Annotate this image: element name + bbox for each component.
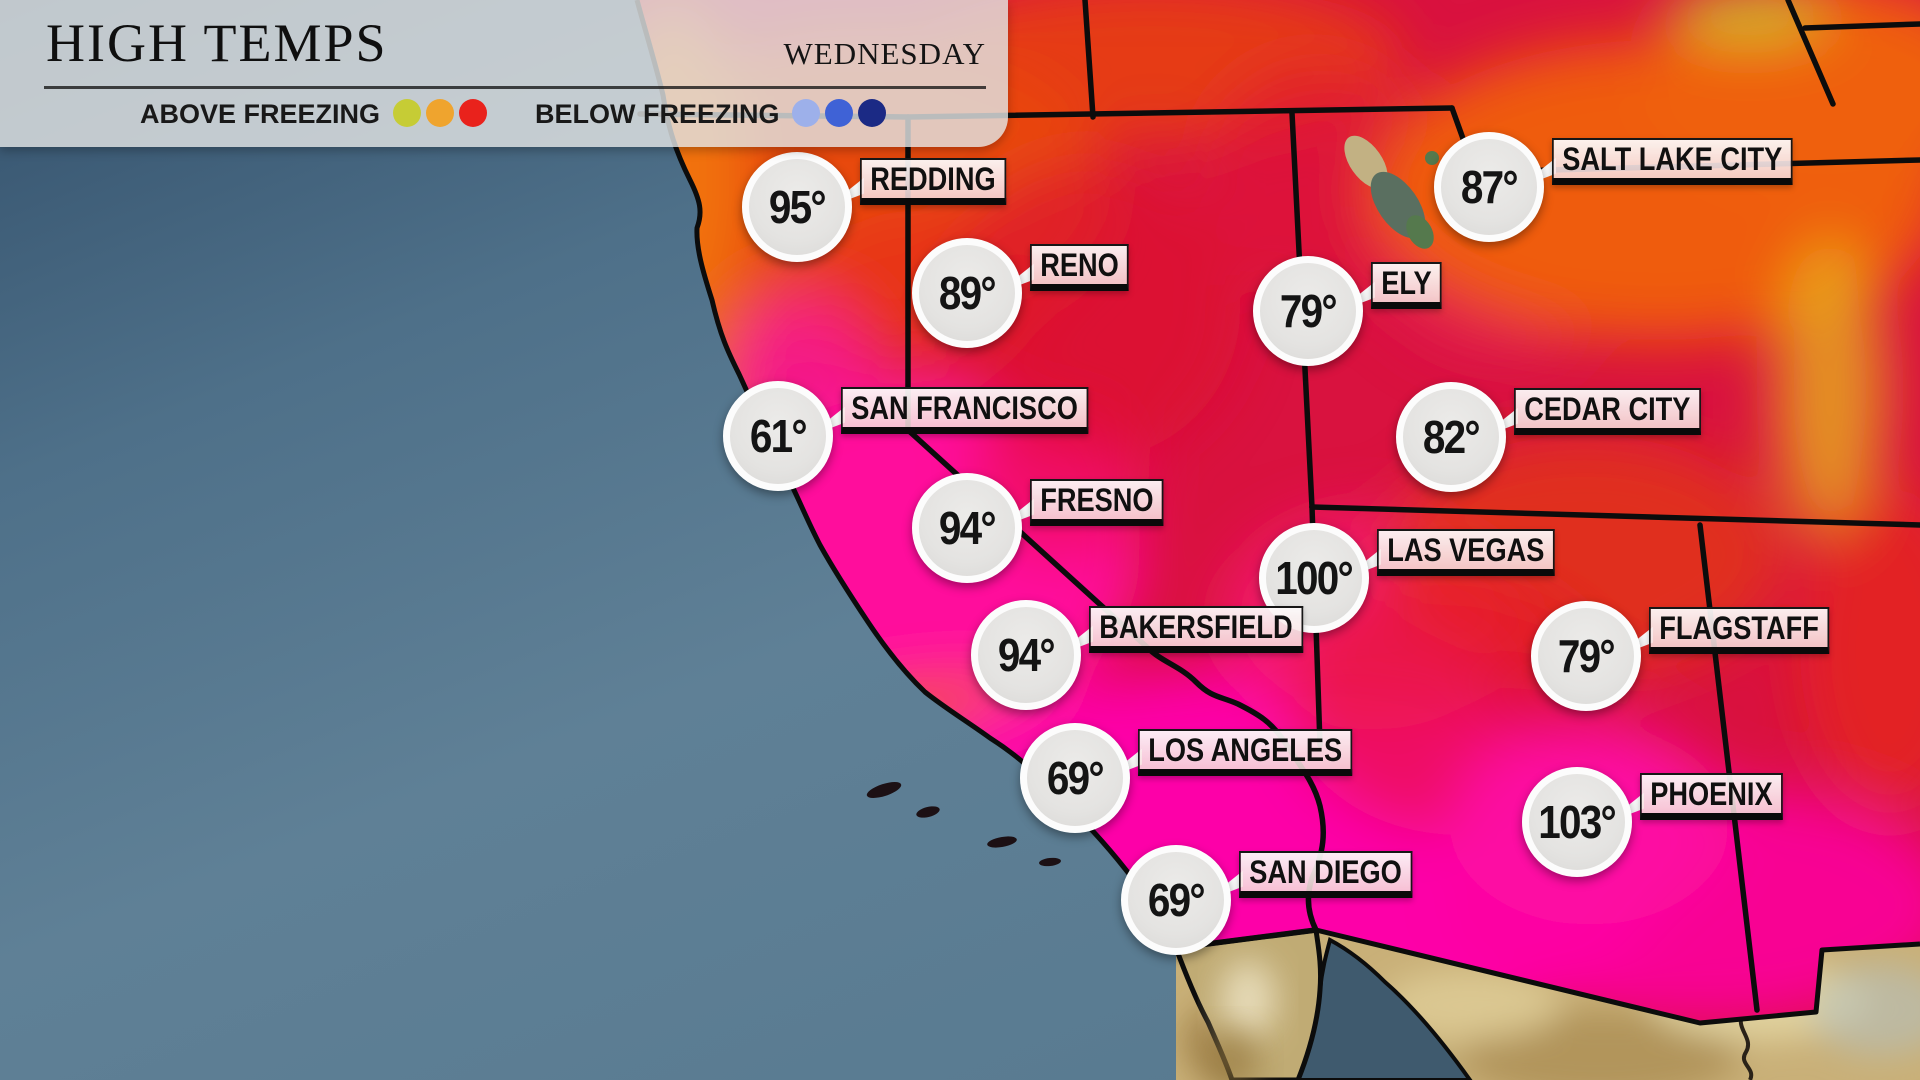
city-temp: 79° [1558, 630, 1616, 682]
city-marker: 79° ELY [1253, 256, 1442, 366]
city-name: LOS ANGELES [1148, 732, 1343, 768]
city-label-box: SALT LAKE CITY [1552, 138, 1793, 185]
city-marker: 82° CEDAR CITY [1396, 382, 1701, 492]
city-temp: 95° [769, 181, 827, 233]
city-name: PHOENIX [1650, 776, 1773, 812]
city-temp: 69° [1148, 874, 1206, 926]
city-name: RENO [1040, 247, 1119, 283]
city-name: CEDAR CITY [1524, 391, 1691, 427]
header-panel: HIGH TEMPS WEDNESDAY ABOVE FREEZING BELO… [0, 0, 1008, 147]
temperature-bubble: 94° [912, 473, 1022, 583]
city-marker: 69° LOS ANGELES [1020, 723, 1353, 833]
city-temp: 69° [1047, 752, 1105, 804]
city-temp: 89° [939, 267, 997, 319]
temperature-bubble: 87° [1434, 132, 1544, 242]
city-temp: 94° [939, 502, 997, 554]
city-name: ELY [1381, 265, 1432, 301]
temperature-bubble: 103° [1522, 767, 1632, 877]
city-marker: 61° SAN FRANCISCO [723, 381, 1089, 491]
city-name: FLAGSTAFF [1659, 610, 1819, 646]
city-label-box: CEDAR CITY [1514, 388, 1701, 435]
city-name: LAS VEGAS [1387, 532, 1545, 568]
city-marker: 103° PHOENIX [1522, 767, 1783, 877]
city-label-box: BAKERSFIELD [1089, 606, 1303, 653]
temperature-bubble: 69° [1020, 723, 1130, 833]
temperature-bubble: 94° [971, 600, 1081, 710]
city-label-box: SAN FRANCISCO [841, 387, 1089, 434]
page-title: HIGH TEMPS [46, 13, 388, 73]
city-label-box: LOS ANGELES [1138, 729, 1353, 776]
legend-above-dots [393, 99, 487, 127]
legend-below-dots [792, 99, 886, 127]
city-name: SAN FRANCISCO [851, 390, 1078, 426]
city-temp: 61° [750, 410, 808, 462]
city-name: SAN DIEGO [1249, 854, 1402, 890]
city-marker: 95° REDDING [742, 152, 1006, 262]
city-label-box: ELY [1371, 262, 1442, 309]
city-temp: 82° [1423, 411, 1481, 463]
city-label-box: FRESNO [1030, 479, 1164, 526]
above-freezing-dot [426, 99, 454, 127]
temperature-bubble: 95° [742, 152, 852, 262]
city-name: SALT LAKE CITY [1562, 141, 1783, 177]
city-label-box: FLAGSTAFF [1649, 607, 1830, 654]
temperature-bubble: 69° [1121, 845, 1231, 955]
below-freezing-dot [825, 99, 853, 127]
city-marker: 87° SALT LAKE CITY [1434, 132, 1793, 242]
forecast-day: WEDNESDAY [783, 36, 986, 71]
above-freezing-dot [393, 99, 421, 127]
above-freezing-dot [459, 99, 487, 127]
city-label-box: SAN DIEGO [1239, 851, 1413, 898]
city-temp: 79° [1280, 285, 1338, 337]
city-label-box: REDDING [860, 158, 1006, 205]
city-temp: 87° [1461, 161, 1519, 213]
temperature-bubble: 79° [1253, 256, 1363, 366]
below-freezing-dot [792, 99, 820, 127]
city-name: BAKERSFIELD [1099, 609, 1293, 645]
temperature-bubble: 61° [723, 381, 833, 491]
title-underline [44, 86, 986, 89]
city-temp: 103° [1538, 796, 1617, 848]
city-name: REDDING [870, 161, 996, 197]
city-name: FRESNO [1040, 482, 1154, 518]
temperature-bubble: 79° [1531, 601, 1641, 711]
city-temp: 94° [998, 629, 1056, 681]
great-salt-lake [1344, 135, 1439, 249]
below-freezing-dot [858, 99, 886, 127]
temperature-bubble: 82° [1396, 382, 1506, 492]
legend-below-freezing-label: BELOW FREEZING [535, 99, 780, 129]
city-marker: 69° SAN DIEGO [1121, 845, 1413, 955]
city-label-box: RENO [1030, 244, 1129, 291]
sonora-river [1738, 1013, 1754, 1080]
city-marker: 79° FLAGSTAFF [1531, 601, 1830, 711]
city-marker: 89° RENO [912, 238, 1129, 348]
city-marker: 94° FRESNO [912, 473, 1164, 583]
baja-peninsula [1172, 927, 1323, 1080]
city-label-box: LAS VEGAS [1377, 529, 1555, 576]
channel-islands [866, 782, 1061, 867]
city-marker: 94° BAKERSFIELD [971, 600, 1303, 710]
temperature-bubble: 89° [912, 238, 1022, 348]
legend-above-freezing-label: ABOVE FREEZING [140, 99, 381, 129]
city-label-box: PHOENIX [1640, 773, 1783, 820]
city-temp: 100° [1275, 552, 1354, 604]
